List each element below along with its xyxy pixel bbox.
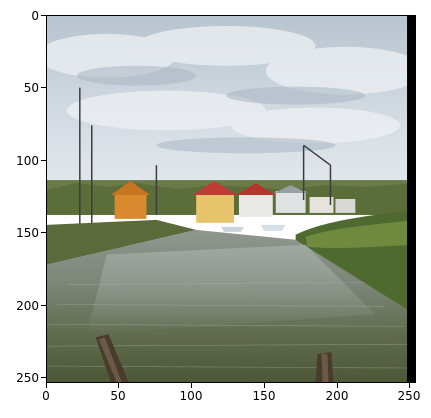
y-tick-150	[41, 232, 46, 233]
y-tick-label: 250	[16, 371, 39, 385]
left-bank	[47, 219, 197, 265]
x-tick-50	[118, 383, 119, 388]
y-tick-label: 50	[23, 81, 39, 95]
x-tick-label: 250	[397, 389, 421, 403]
x-tick-250	[409, 383, 410, 388]
y-tick-label: 100	[16, 154, 39, 168]
x-tick-100	[191, 383, 192, 388]
y-tick-label: 0	[31, 9, 39, 23]
y-tick-50	[41, 87, 46, 88]
harbor-photo	[47, 16, 415, 382]
x-tick-label: 0	[42, 389, 50, 403]
image-axes	[46, 15, 416, 383]
y-tick-label: 150	[16, 226, 39, 240]
houses	[110, 181, 356, 223]
y-tick-100	[41, 160, 46, 161]
x-tick-label: 150	[252, 389, 276, 403]
x-tick-200	[337, 383, 338, 388]
y-tick-0	[41, 15, 46, 16]
x-tick-label: 200	[325, 389, 349, 403]
right-border	[407, 16, 415, 382]
y-tick-label: 200	[16, 299, 39, 313]
x-tick-label: 50	[110, 389, 126, 403]
x-tick-0	[46, 383, 47, 388]
x-tick-150	[264, 383, 265, 388]
y-tick-250	[41, 377, 46, 378]
y-tick-200	[41, 305, 46, 306]
x-tick-label: 100	[179, 389, 203, 403]
